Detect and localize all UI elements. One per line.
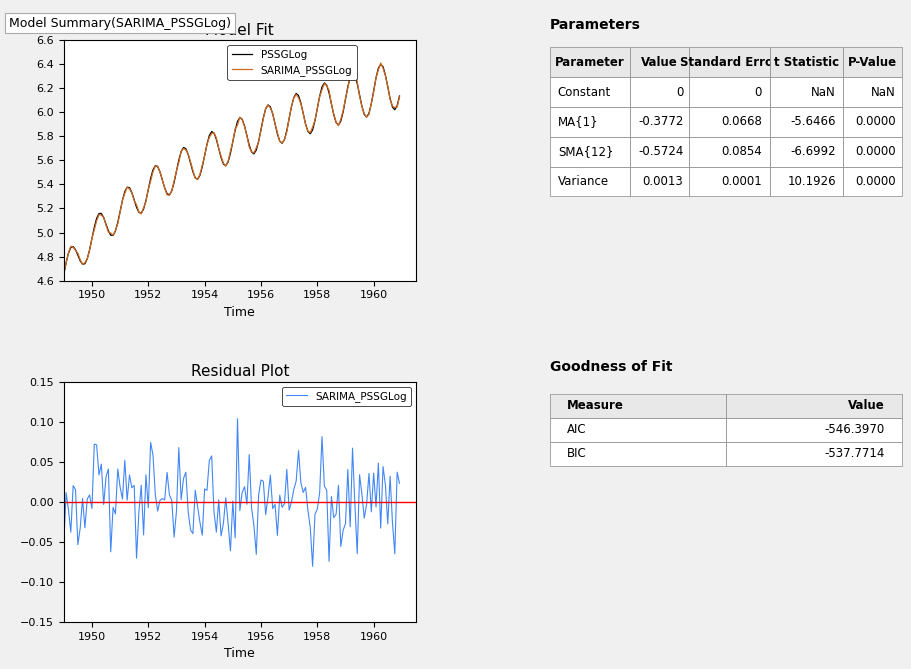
PSSGLog [58, 271, 69, 279]
PSSGLog [375, 60, 386, 68]
Text: Parameters: Parameters [549, 18, 640, 32]
Legend: PSSGLog, SARIMA_PSSGLog: PSSGLog, SARIMA_PSSGLog [228, 45, 356, 80]
SARIMA_PSSGLog [58, 269, 69, 277]
SARIMA_PSSGLog [107, 231, 118, 240]
SARIMA_PSSGLog [394, 93, 405, 101]
PSSGLog [298, 109, 309, 117]
Text: Model Summary(SARIMA_PSSGLog): Model Summary(SARIMA_PSSGLog) [9, 17, 231, 29]
Line: PSSGLog: PSSGLog [64, 64, 400, 275]
SARIMA_PSSGLog [82, 495, 93, 503]
PSSGLog [328, 110, 339, 118]
PSSGLog [82, 255, 93, 263]
SARIMA_PSSGLog [107, 503, 118, 511]
SARIMA_PSSGLog [394, 479, 405, 487]
SARIMA_PSSGLog [58, 541, 69, 549]
Legend: SARIMA_PSSGLog: SARIMA_PSSGLog [281, 387, 411, 406]
Text: Goodness of Fit: Goodness of Fit [549, 359, 672, 373]
SARIMA_PSSGLog [328, 110, 339, 118]
Title: Model Fit: Model Fit [206, 23, 274, 37]
SARIMA_PSSGLog [338, 527, 349, 535]
PSSGLog [161, 190, 172, 198]
Title: Residual Plot: Residual Plot [190, 364, 289, 379]
SARIMA_PSSGLog [333, 482, 344, 490]
SARIMA_PSSGLog [232, 415, 243, 423]
Line: SARIMA_PSSGLog: SARIMA_PSSGLog [64, 419, 400, 567]
X-axis label: Time: Time [224, 306, 255, 319]
PSSGLog [107, 231, 118, 240]
SARIMA_PSSGLog [161, 468, 172, 476]
SARIMA_PSSGLog [300, 483, 311, 491]
SARIMA_PSSGLog [82, 255, 93, 263]
SARIMA_PSSGLog [307, 563, 318, 571]
SARIMA_PSSGLog [298, 110, 309, 118]
SARIMA_PSSGLog [161, 191, 172, 199]
Line: SARIMA_PSSGLog: SARIMA_PSSGLog [64, 63, 400, 273]
X-axis label: Time: Time [224, 648, 255, 660]
PSSGLog [394, 92, 405, 100]
SARIMA_PSSGLog [333, 122, 344, 130]
PSSGLog [333, 121, 344, 129]
SARIMA_PSSGLog [375, 59, 386, 67]
